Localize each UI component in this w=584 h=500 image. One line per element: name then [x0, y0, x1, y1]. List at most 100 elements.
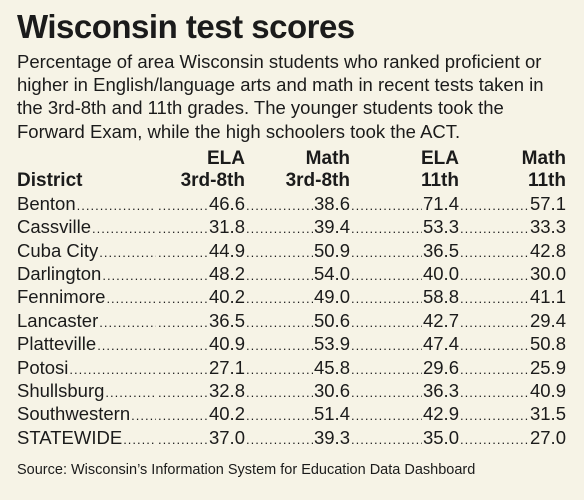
ela-11th-value: 71.4 — [422, 192, 459, 214]
math-11th-value: 57.1 — [529, 192, 566, 214]
ela-3rd-8th-value: 46.6 — [208, 192, 245, 214]
math-11th-value: 27.0 — [529, 426, 566, 448]
math-11th-value-cell: 33.3 — [459, 215, 566, 240]
math-11th-value-cell: 25.9 — [459, 356, 566, 381]
district-name: Platteville — [17, 333, 97, 355]
dot-leader — [460, 381, 529, 404]
dot-leader — [69, 358, 156, 381]
table-row: Platteville 40.9 53.9 47.4 50.8 — [17, 332, 566, 355]
source-note: Source: Wisconsin’s Information System f… — [17, 462, 476, 478]
ela-3rd-8th-value-cell: 37.0 — [157, 426, 245, 451]
math-3rd-8th-value-cell: 49.0 — [245, 285, 350, 310]
table-row: Lancaster 36.5 50.6 42.7 29.4 — [17, 309, 566, 332]
ela-3rd-8th-value-cell: 40.2 — [157, 402, 245, 427]
ela-11th-value: 36.3 — [422, 379, 459, 401]
dot-leader — [158, 264, 208, 287]
district-cell: Benton — [17, 192, 157, 217]
dot-leader — [102, 264, 156, 287]
dot-leader — [246, 311, 313, 334]
math-3rd-8th-value-cell: 50.9 — [245, 239, 350, 264]
district-name: Benton — [17, 192, 76, 214]
district-name: Cuba City — [17, 239, 99, 261]
dot-leader — [351, 381, 422, 404]
ela-3rd-8th-value-cell: 36.5 — [157, 309, 245, 334]
ela-11th-value: 53.3 — [422, 216, 459, 238]
dot-leader — [351, 241, 422, 264]
ela-11th-value-cell: 35.0 — [350, 426, 459, 451]
math-11th-value: 33.3 — [529, 216, 566, 238]
ela-11th-value-cell: 58.8 — [350, 285, 459, 310]
dot-leader — [158, 358, 208, 381]
table-row: Fennimore 40.2 49.0 58.8 41.1 — [17, 285, 566, 308]
math-11th-value: 42.8 — [529, 239, 566, 261]
header-ela-3rd-8th-line2: 3rd-8th — [180, 169, 245, 191]
math-11th-value-cell: 40.9 — [459, 379, 566, 404]
header-math-11th: Math 11th — [459, 148, 566, 192]
ela-3rd-8th-value: 44.9 — [208, 239, 245, 261]
ela-3rd-8th-value: 40.2 — [208, 403, 245, 425]
dot-leader — [351, 404, 422, 427]
ela-11th-value-cell: 29.6 — [350, 356, 459, 381]
district-name: Fennimore — [17, 286, 106, 308]
math-11th-value-cell: 57.1 — [459, 192, 566, 217]
dot-leader — [246, 217, 313, 240]
header-ela-11th: ELA 11th — [350, 148, 459, 192]
district-cell: Cuba City — [17, 239, 157, 264]
ela-3rd-8th-value: 27.1 — [208, 356, 245, 378]
table-row: Southwestern 40.2 51.4 42.9 31.5 — [17, 402, 566, 425]
district-name: Shullsburg — [17, 379, 105, 401]
dot-leader — [246, 241, 313, 264]
math-11th-value: 30.0 — [529, 262, 566, 284]
district-name: Cassville — [17, 216, 92, 238]
dot-leader — [246, 381, 313, 404]
dot-leader — [158, 217, 208, 240]
dot-leader — [105, 381, 156, 404]
ela-3rd-8th-value: 37.0 — [208, 426, 245, 448]
district-cell: Cassville — [17, 215, 157, 240]
header-ela-11th-line1: ELA — [421, 147, 459, 169]
dot-leader — [460, 358, 529, 381]
district-cell: Darlington — [17, 262, 157, 287]
math-3rd-8th-value: 49.0 — [313, 286, 350, 308]
dot-leader — [158, 287, 208, 310]
ela-11th-value-cell: 36.3 — [350, 379, 459, 404]
district-name: STATEWIDE — [17, 426, 123, 448]
math-3rd-8th-value: 39.3 — [313, 426, 350, 448]
dot-leader — [246, 428, 313, 451]
dot-leader — [460, 287, 529, 310]
dot-leader — [460, 217, 529, 240]
ela-11th-value: 40.0 — [422, 262, 459, 284]
dot-leader — [246, 358, 313, 381]
math-3rd-8th-value-cell: 53.9 — [245, 332, 350, 357]
ela-11th-value-cell: 53.3 — [350, 215, 459, 240]
ela-3rd-8th-value: 31.8 — [208, 216, 245, 238]
dot-leader — [106, 287, 156, 310]
dot-leader — [246, 264, 313, 287]
dot-leader — [131, 404, 156, 427]
dot-leader — [460, 311, 529, 334]
dot-leader — [351, 217, 422, 240]
ela-11th-value: 42.9 — [422, 403, 459, 425]
dot-leader — [460, 428, 529, 451]
math-11th-value-cell: 42.8 — [459, 239, 566, 264]
dot-leader — [351, 334, 422, 357]
ela-11th-value: 35.0 — [422, 426, 459, 448]
dot-leader — [158, 194, 208, 217]
district-cell: Fennimore — [17, 285, 157, 310]
table-row: Cuba City 44.9 50.9 36.5 42.8 — [17, 239, 566, 262]
dot-leader — [351, 428, 422, 451]
ela-11th-value: 29.6 — [422, 356, 459, 378]
district-name: Darlington — [17, 262, 102, 284]
district-name: Southwestern — [17, 403, 131, 425]
header-math-11th-line1: Math — [521, 147, 566, 169]
math-3rd-8th-value: 45.8 — [313, 356, 350, 378]
ela-3rd-8th-value-cell: 44.9 — [157, 239, 245, 264]
ela-11th-value: 58.8 — [422, 286, 459, 308]
header-ela-3rd-8th: ELA 3rd-8th — [157, 148, 245, 192]
math-3rd-8th-value: 30.6 — [313, 379, 350, 401]
dot-leader — [460, 404, 529, 427]
math-11th-value: 31.5 — [529, 403, 566, 425]
dot-leader — [158, 311, 208, 334]
ela-3rd-8th-value-cell: 31.8 — [157, 215, 245, 240]
scores-table: District ELA 3rd-8th Math 3rd-8th ELA 11… — [17, 146, 566, 449]
